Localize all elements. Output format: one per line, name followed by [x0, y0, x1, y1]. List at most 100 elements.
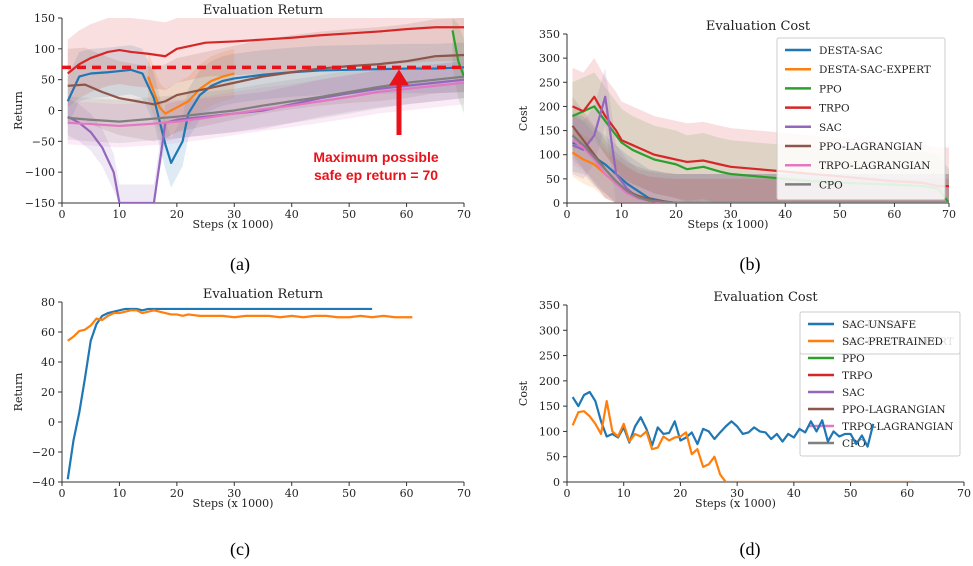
panel-caption: (a)	[230, 254, 250, 275]
legend-label: TRPO-LAGRANGIAN	[842, 421, 953, 433]
y-tick-label: 50	[546, 451, 560, 464]
y-tick-label: 100	[34, 43, 55, 56]
panel-a: Evaluation Return 0 10 20 30 40 50 60 70 150 100 50…	[12, 3, 961, 457]
series-line	[66, 307, 373, 480]
y-tick-label: −100	[25, 166, 55, 179]
x-tick-label: 40	[778, 208, 792, 221]
legend-box	[799, 311, 961, 355]
series-band	[67, 18, 464, 142]
x-tick-label: 70	[957, 487, 971, 500]
y-tick-label: 150	[539, 400, 560, 413]
y-tick-label: 350	[539, 28, 560, 41]
y-tick-label: 0	[48, 416, 55, 429]
x-tick-label: 10	[615, 208, 629, 221]
panel-caption: (d)	[740, 539, 761, 560]
plot-area	[66, 307, 413, 480]
y-tick-label: 100	[539, 149, 560, 162]
chart-title: Evaluation Cost	[713, 290, 818, 305]
legend-label: DESTA-SAC-EXPERT	[819, 64, 931, 76]
chart-title: Evaluation Return	[203, 287, 324, 302]
series-line	[67, 53, 464, 106]
x-tick-label: 50	[833, 208, 847, 221]
panel-caption: (b)	[740, 254, 761, 275]
series-line	[571, 399, 913, 482]
y-tick-label: 0	[48, 105, 55, 118]
y-tick-label: 150	[34, 12, 55, 25]
x-tick-label: 50	[342, 208, 356, 221]
x-tick-label: 60	[900, 487, 914, 500]
chart-title: Evaluation Return	[203, 3, 324, 18]
series-band	[67, 61, 464, 203]
legend-label: CPO	[842, 438, 866, 450]
x-axis-label: Steps (x 1000)	[193, 218, 274, 231]
y-tick-label: 0	[553, 197, 560, 210]
y-tick-label: 300	[539, 324, 560, 337]
x-tick-label: 50	[844, 487, 858, 500]
legend-label: SAC-UNSAFE	[842, 319, 916, 331]
annotation-arrow-head	[389, 69, 409, 86]
series-line	[571, 134, 949, 203]
x-tick-label: 50	[342, 487, 356, 500]
series-line	[451, 30, 464, 77]
legend-label: TRPO-LAGRANGIAN	[819, 160, 930, 172]
x-axis-label: Steps (x 1000)	[688, 218, 769, 231]
annotation-text: safe ep return = 70	[314, 167, 438, 183]
x-tick-label: 30	[227, 208, 241, 221]
x-tick-label: 0	[59, 208, 66, 221]
x-axis-label: Steps (x 1000)	[193, 497, 274, 510]
panel-d: Evaluation Cost 0 10 20 30 40 50 60 70 350 300 250 2…	[517, 290, 971, 560]
legend-label: SAC	[819, 122, 842, 134]
series-line	[67, 309, 413, 342]
y-tick-label: 20	[41, 386, 55, 399]
legend-box	[776, 37, 946, 201]
y-tick-label: −50	[32, 135, 55, 148]
panel-c: Evaluation Return 0 10 20 30 40 50 60 70 80 60 40 20…	[12, 287, 471, 560]
y-tick-label: 40	[41, 356, 55, 369]
y-tick-label: −40	[32, 476, 55, 489]
x-tick-label: 20	[170, 487, 184, 500]
y-tick-label: 50	[41, 74, 55, 87]
legend-label: CPO	[819, 179, 843, 191]
x-tick-label: 30	[227, 487, 241, 500]
x-tick-label: 60	[400, 487, 414, 500]
y-tick-label: 250	[539, 350, 560, 363]
legend-label: DESTA-SAC	[819, 45, 883, 57]
x-tick-label: 70	[942, 208, 956, 221]
panel-caption: (c)	[230, 539, 250, 560]
x-tick-label: 30	[730, 487, 744, 500]
legend-label: TRPO	[842, 370, 873, 382]
x-tick-label: 10	[617, 487, 631, 500]
x-tick-label: 40	[285, 208, 299, 221]
y-tick-label: 80	[41, 296, 55, 309]
legend-label: SAC	[842, 387, 865, 399]
x-tick-label: 70	[457, 487, 471, 500]
legend-label: PPO	[819, 83, 842, 95]
x-tick-label: 30	[724, 208, 738, 221]
y-tick-label: 100	[539, 425, 560, 438]
x-tick-label: 0	[564, 487, 571, 500]
y-tick-label: 350	[539, 299, 560, 312]
y-tick-label: 250	[539, 76, 560, 89]
y-tick-label: 50	[546, 173, 560, 186]
legend-label: TRPO	[819, 103, 850, 115]
y-tick-label: −20	[32, 446, 55, 459]
x-tick-label: 0	[59, 487, 66, 500]
plot-area	[66, 18, 464, 203]
x-tick-label: 20	[170, 208, 184, 221]
y-tick-label: 300	[539, 52, 560, 65]
x-axis-label: Steps (x 1000)	[695, 497, 776, 510]
series-band	[67, 18, 464, 108]
x-tick-label: 60	[400, 208, 414, 221]
chart-title: Evaluation Cost	[706, 19, 811, 34]
legend-label: PPO	[842, 353, 865, 365]
x-tick-label: 20	[669, 208, 683, 221]
y-tick-label: −150	[25, 197, 55, 210]
x-tick-label: 10	[112, 487, 126, 500]
y-tick-label: 0	[553, 476, 560, 489]
x-tick-label: 0	[564, 208, 571, 221]
x-tick-label: 20	[673, 487, 687, 500]
legend-label: SAC-PRETRAINED	[842, 336, 943, 348]
y-tick-label: 60	[41, 326, 55, 339]
y-tick-label: 200	[539, 100, 560, 113]
y-tick-label: 150	[539, 125, 560, 138]
